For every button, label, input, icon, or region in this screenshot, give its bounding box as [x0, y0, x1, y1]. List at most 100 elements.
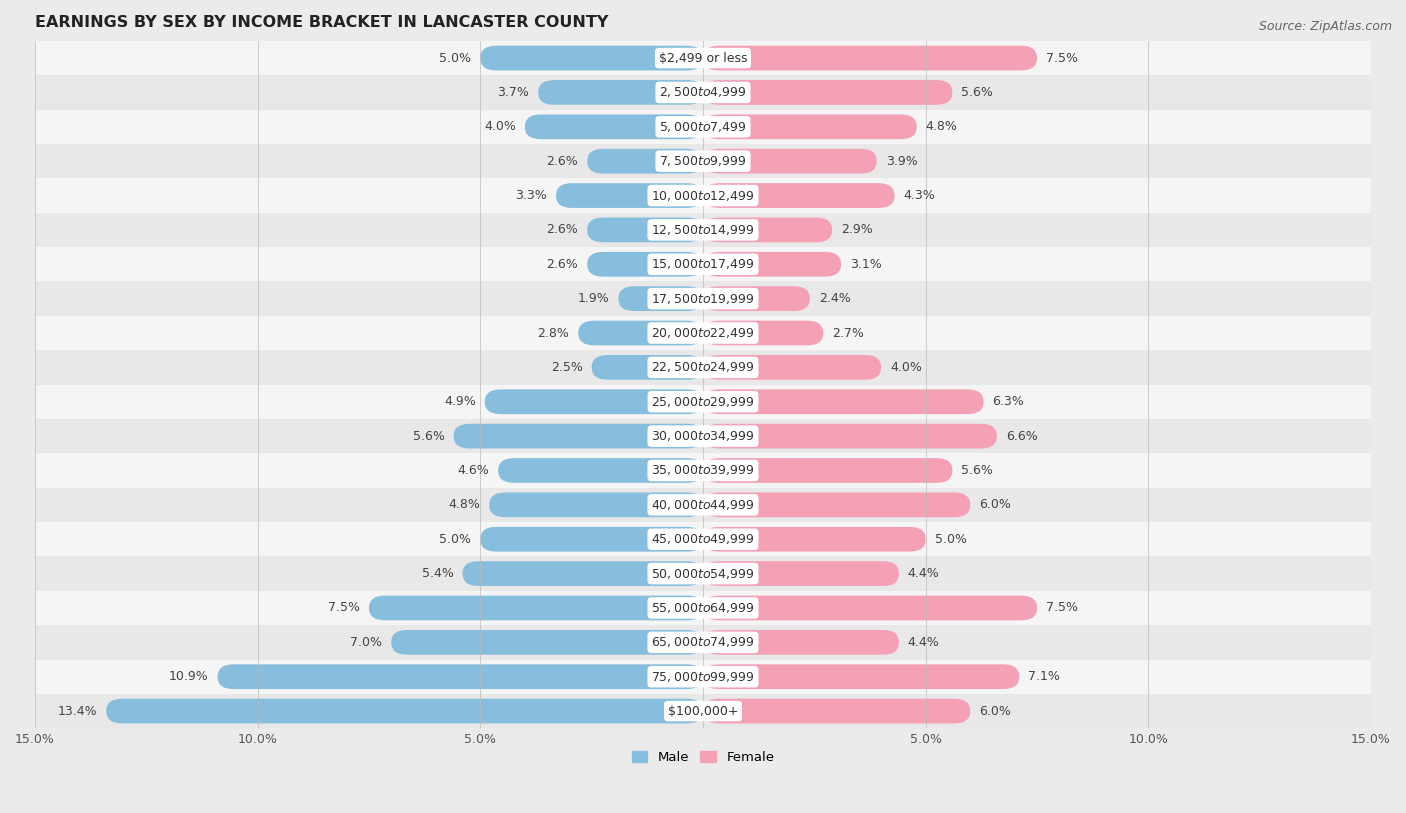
- Text: 2.6%: 2.6%: [547, 154, 578, 167]
- Bar: [35, 178, 1371, 213]
- Text: $15,000 to $17,499: $15,000 to $17,499: [651, 257, 755, 272]
- Text: $100,000+: $100,000+: [668, 705, 738, 718]
- Bar: [35, 144, 1371, 178]
- FancyBboxPatch shape: [368, 596, 703, 620]
- FancyBboxPatch shape: [703, 286, 810, 311]
- Bar: [35, 110, 1371, 144]
- Bar: [35, 556, 1371, 591]
- Text: $2,499 or less: $2,499 or less: [659, 51, 747, 64]
- Text: 6.0%: 6.0%: [979, 705, 1011, 718]
- FancyBboxPatch shape: [703, 527, 925, 551]
- Text: 2.5%: 2.5%: [551, 361, 582, 374]
- Text: 5.6%: 5.6%: [413, 429, 444, 442]
- Text: 7.1%: 7.1%: [1028, 670, 1060, 683]
- Text: 7.0%: 7.0%: [350, 636, 382, 649]
- FancyBboxPatch shape: [588, 149, 703, 173]
- FancyBboxPatch shape: [391, 630, 703, 654]
- Text: 4.6%: 4.6%: [457, 464, 489, 477]
- FancyBboxPatch shape: [107, 698, 703, 724]
- Text: 3.9%: 3.9%: [886, 154, 917, 167]
- FancyBboxPatch shape: [703, 630, 898, 654]
- Bar: [35, 41, 1371, 76]
- FancyBboxPatch shape: [703, 252, 841, 276]
- Text: 13.4%: 13.4%: [58, 705, 97, 718]
- Text: $10,000 to $12,499: $10,000 to $12,499: [651, 189, 755, 202]
- FancyBboxPatch shape: [703, 355, 882, 380]
- FancyBboxPatch shape: [703, 389, 984, 414]
- FancyBboxPatch shape: [703, 561, 898, 586]
- Text: $20,000 to $22,499: $20,000 to $22,499: [651, 326, 755, 340]
- Bar: [35, 454, 1371, 488]
- Text: 5.4%: 5.4%: [422, 567, 454, 580]
- Text: 4.0%: 4.0%: [484, 120, 516, 133]
- Text: 5.0%: 5.0%: [935, 533, 966, 546]
- FancyBboxPatch shape: [703, 80, 952, 105]
- Text: 5.0%: 5.0%: [440, 51, 471, 64]
- Bar: [35, 213, 1371, 247]
- Text: 4.4%: 4.4%: [908, 567, 939, 580]
- Text: $75,000 to $99,999: $75,000 to $99,999: [651, 670, 755, 684]
- Text: $45,000 to $49,999: $45,000 to $49,999: [651, 533, 755, 546]
- Bar: [35, 625, 1371, 659]
- FancyBboxPatch shape: [538, 80, 703, 105]
- FancyBboxPatch shape: [489, 493, 703, 517]
- FancyBboxPatch shape: [703, 424, 997, 449]
- Text: 2.6%: 2.6%: [547, 224, 578, 237]
- Text: 7.5%: 7.5%: [328, 602, 360, 615]
- FancyBboxPatch shape: [588, 252, 703, 276]
- Text: 5.6%: 5.6%: [962, 86, 993, 99]
- Text: EARNINGS BY SEX BY INCOME BRACKET IN LANCASTER COUNTY: EARNINGS BY SEX BY INCOME BRACKET IN LAN…: [35, 15, 609, 30]
- FancyBboxPatch shape: [524, 115, 703, 139]
- Text: $12,500 to $14,999: $12,500 to $14,999: [651, 223, 755, 237]
- FancyBboxPatch shape: [218, 664, 703, 689]
- Bar: [35, 488, 1371, 522]
- Text: 2.6%: 2.6%: [547, 258, 578, 271]
- FancyBboxPatch shape: [578, 320, 703, 346]
- Text: 3.3%: 3.3%: [516, 189, 547, 202]
- Bar: [35, 315, 1371, 350]
- Text: $65,000 to $74,999: $65,000 to $74,999: [651, 635, 755, 650]
- Text: $17,500 to $19,999: $17,500 to $19,999: [651, 292, 755, 306]
- Text: 4.0%: 4.0%: [890, 361, 922, 374]
- Text: 1.9%: 1.9%: [578, 292, 609, 305]
- FancyBboxPatch shape: [703, 698, 970, 724]
- Bar: [35, 522, 1371, 556]
- FancyBboxPatch shape: [481, 46, 703, 71]
- FancyBboxPatch shape: [703, 115, 917, 139]
- FancyBboxPatch shape: [703, 149, 877, 173]
- FancyBboxPatch shape: [592, 355, 703, 380]
- Text: 6.0%: 6.0%: [979, 498, 1011, 511]
- Bar: [35, 659, 1371, 693]
- Text: $30,000 to $34,999: $30,000 to $34,999: [651, 429, 755, 443]
- Bar: [35, 591, 1371, 625]
- Text: 4.8%: 4.8%: [449, 498, 481, 511]
- Text: 5.0%: 5.0%: [440, 533, 471, 546]
- Text: $5,000 to $7,499: $5,000 to $7,499: [659, 120, 747, 134]
- Text: 6.6%: 6.6%: [1005, 429, 1038, 442]
- FancyBboxPatch shape: [703, 320, 824, 346]
- Bar: [35, 76, 1371, 110]
- Bar: [35, 385, 1371, 419]
- Text: 2.8%: 2.8%: [537, 327, 569, 340]
- FancyBboxPatch shape: [703, 596, 1038, 620]
- Text: 7.5%: 7.5%: [1046, 51, 1078, 64]
- Bar: [35, 419, 1371, 454]
- FancyBboxPatch shape: [703, 46, 1038, 71]
- FancyBboxPatch shape: [485, 389, 703, 414]
- FancyBboxPatch shape: [703, 664, 1019, 689]
- Text: $22,500 to $24,999: $22,500 to $24,999: [651, 360, 755, 375]
- FancyBboxPatch shape: [463, 561, 703, 586]
- Text: 7.5%: 7.5%: [1046, 602, 1078, 615]
- Text: $7,500 to $9,999: $7,500 to $9,999: [659, 154, 747, 168]
- Legend: Male, Female: Male, Female: [626, 746, 780, 770]
- Bar: [35, 350, 1371, 385]
- Text: 6.3%: 6.3%: [993, 395, 1024, 408]
- Text: 2.7%: 2.7%: [832, 327, 865, 340]
- FancyBboxPatch shape: [703, 493, 970, 517]
- FancyBboxPatch shape: [481, 527, 703, 551]
- Text: 10.9%: 10.9%: [169, 670, 208, 683]
- FancyBboxPatch shape: [619, 286, 703, 311]
- Text: 4.9%: 4.9%: [444, 395, 475, 408]
- Bar: [35, 247, 1371, 281]
- Bar: [35, 281, 1371, 315]
